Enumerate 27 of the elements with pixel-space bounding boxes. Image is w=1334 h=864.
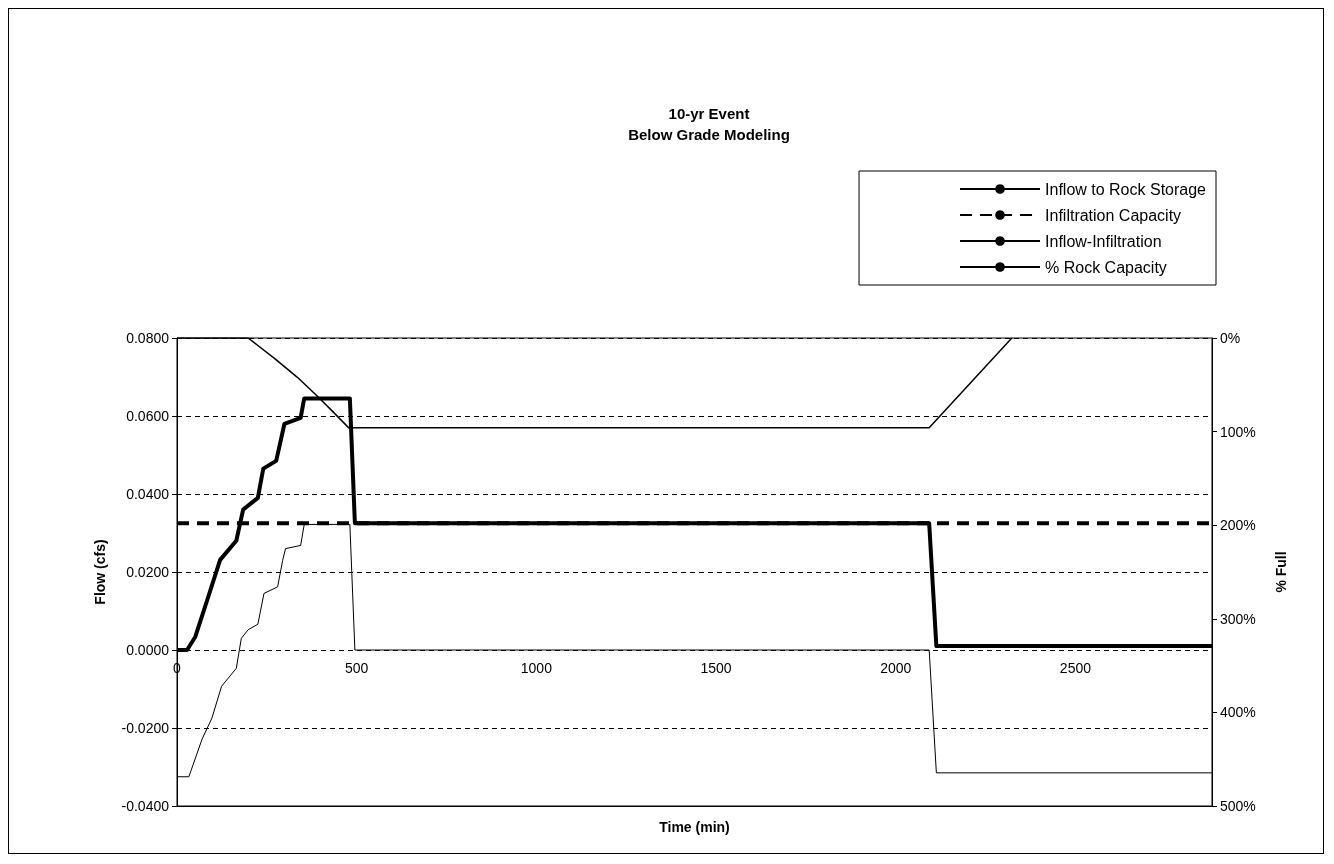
legend-label: Inflow to Rock Storage <box>1045 180 1207 198</box>
x-tick-label: 2500 <box>1059 660 1092 676</box>
legend-label: % Rock Capacity <box>1045 258 1167 276</box>
y2-tick-label: 0% <box>1220 330 1241 346</box>
chart-title: 10-yr Event <box>668 105 750 122</box>
y-tick-label: -0.0200 <box>121 720 170 736</box>
y2-tick-label: 400% <box>1220 704 1256 721</box>
y-tick-label: 0.0000 <box>126 642 170 658</box>
y-tick-label: 0.0800 <box>126 330 170 346</box>
y2-tick-label: 100% <box>1220 423 1256 440</box>
x-tick-label: 2000 <box>880 660 912 676</box>
y-axis-title: Flow (cfs) <box>92 539 108 605</box>
x-tick-label: 1000 <box>520 660 553 676</box>
x-tick-label: 500 <box>345 660 369 676</box>
y2-tick-label: 200% <box>1220 517 1256 534</box>
y2-tick-label: 500% <box>1220 798 1256 814</box>
y-tick-label: -0.0400 <box>121 798 170 814</box>
legend-label: Inflow-Infiltration <box>1045 232 1162 250</box>
x-tick-label: 1500 <box>700 660 732 676</box>
y-tick-label: 0.0400 <box>126 486 170 502</box>
legend-label: Infiltration Capacity <box>1045 206 1182 224</box>
x-axis-title: Time (min) <box>659 819 730 835</box>
y-tick-label: 0.0200 <box>126 564 170 580</box>
y2-tick-label: 300% <box>1220 610 1256 627</box>
chart-subtitle: Below Grade Modeling <box>628 126 790 143</box>
y-tick-label: 0.0600 <box>126 408 170 424</box>
y2-axis-title: % Full <box>1273 551 1289 593</box>
